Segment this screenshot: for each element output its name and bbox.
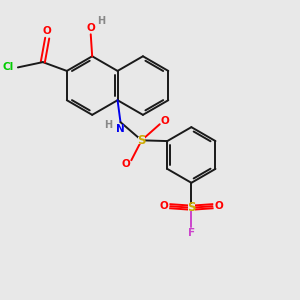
FancyBboxPatch shape <box>44 28 51 34</box>
FancyBboxPatch shape <box>160 203 167 209</box>
FancyBboxPatch shape <box>138 137 145 144</box>
Text: O: O <box>160 116 169 126</box>
Text: N: N <box>116 124 125 134</box>
Text: S: S <box>137 134 146 147</box>
Text: Cl: Cl <box>3 62 14 72</box>
Text: O: O <box>160 201 168 211</box>
FancyBboxPatch shape <box>123 160 129 167</box>
FancyBboxPatch shape <box>87 25 95 31</box>
Text: H: H <box>104 120 112 130</box>
FancyBboxPatch shape <box>188 205 195 211</box>
FancyBboxPatch shape <box>216 203 222 209</box>
Text: F: F <box>188 228 195 238</box>
FancyBboxPatch shape <box>2 64 15 70</box>
FancyBboxPatch shape <box>188 230 194 236</box>
Text: O: O <box>214 201 223 211</box>
FancyBboxPatch shape <box>162 118 168 124</box>
Text: S: S <box>187 201 196 214</box>
Text: H: H <box>97 16 105 26</box>
Text: O: O <box>86 23 95 33</box>
FancyBboxPatch shape <box>117 125 124 132</box>
Text: O: O <box>122 159 130 169</box>
Text: O: O <box>43 26 52 36</box>
